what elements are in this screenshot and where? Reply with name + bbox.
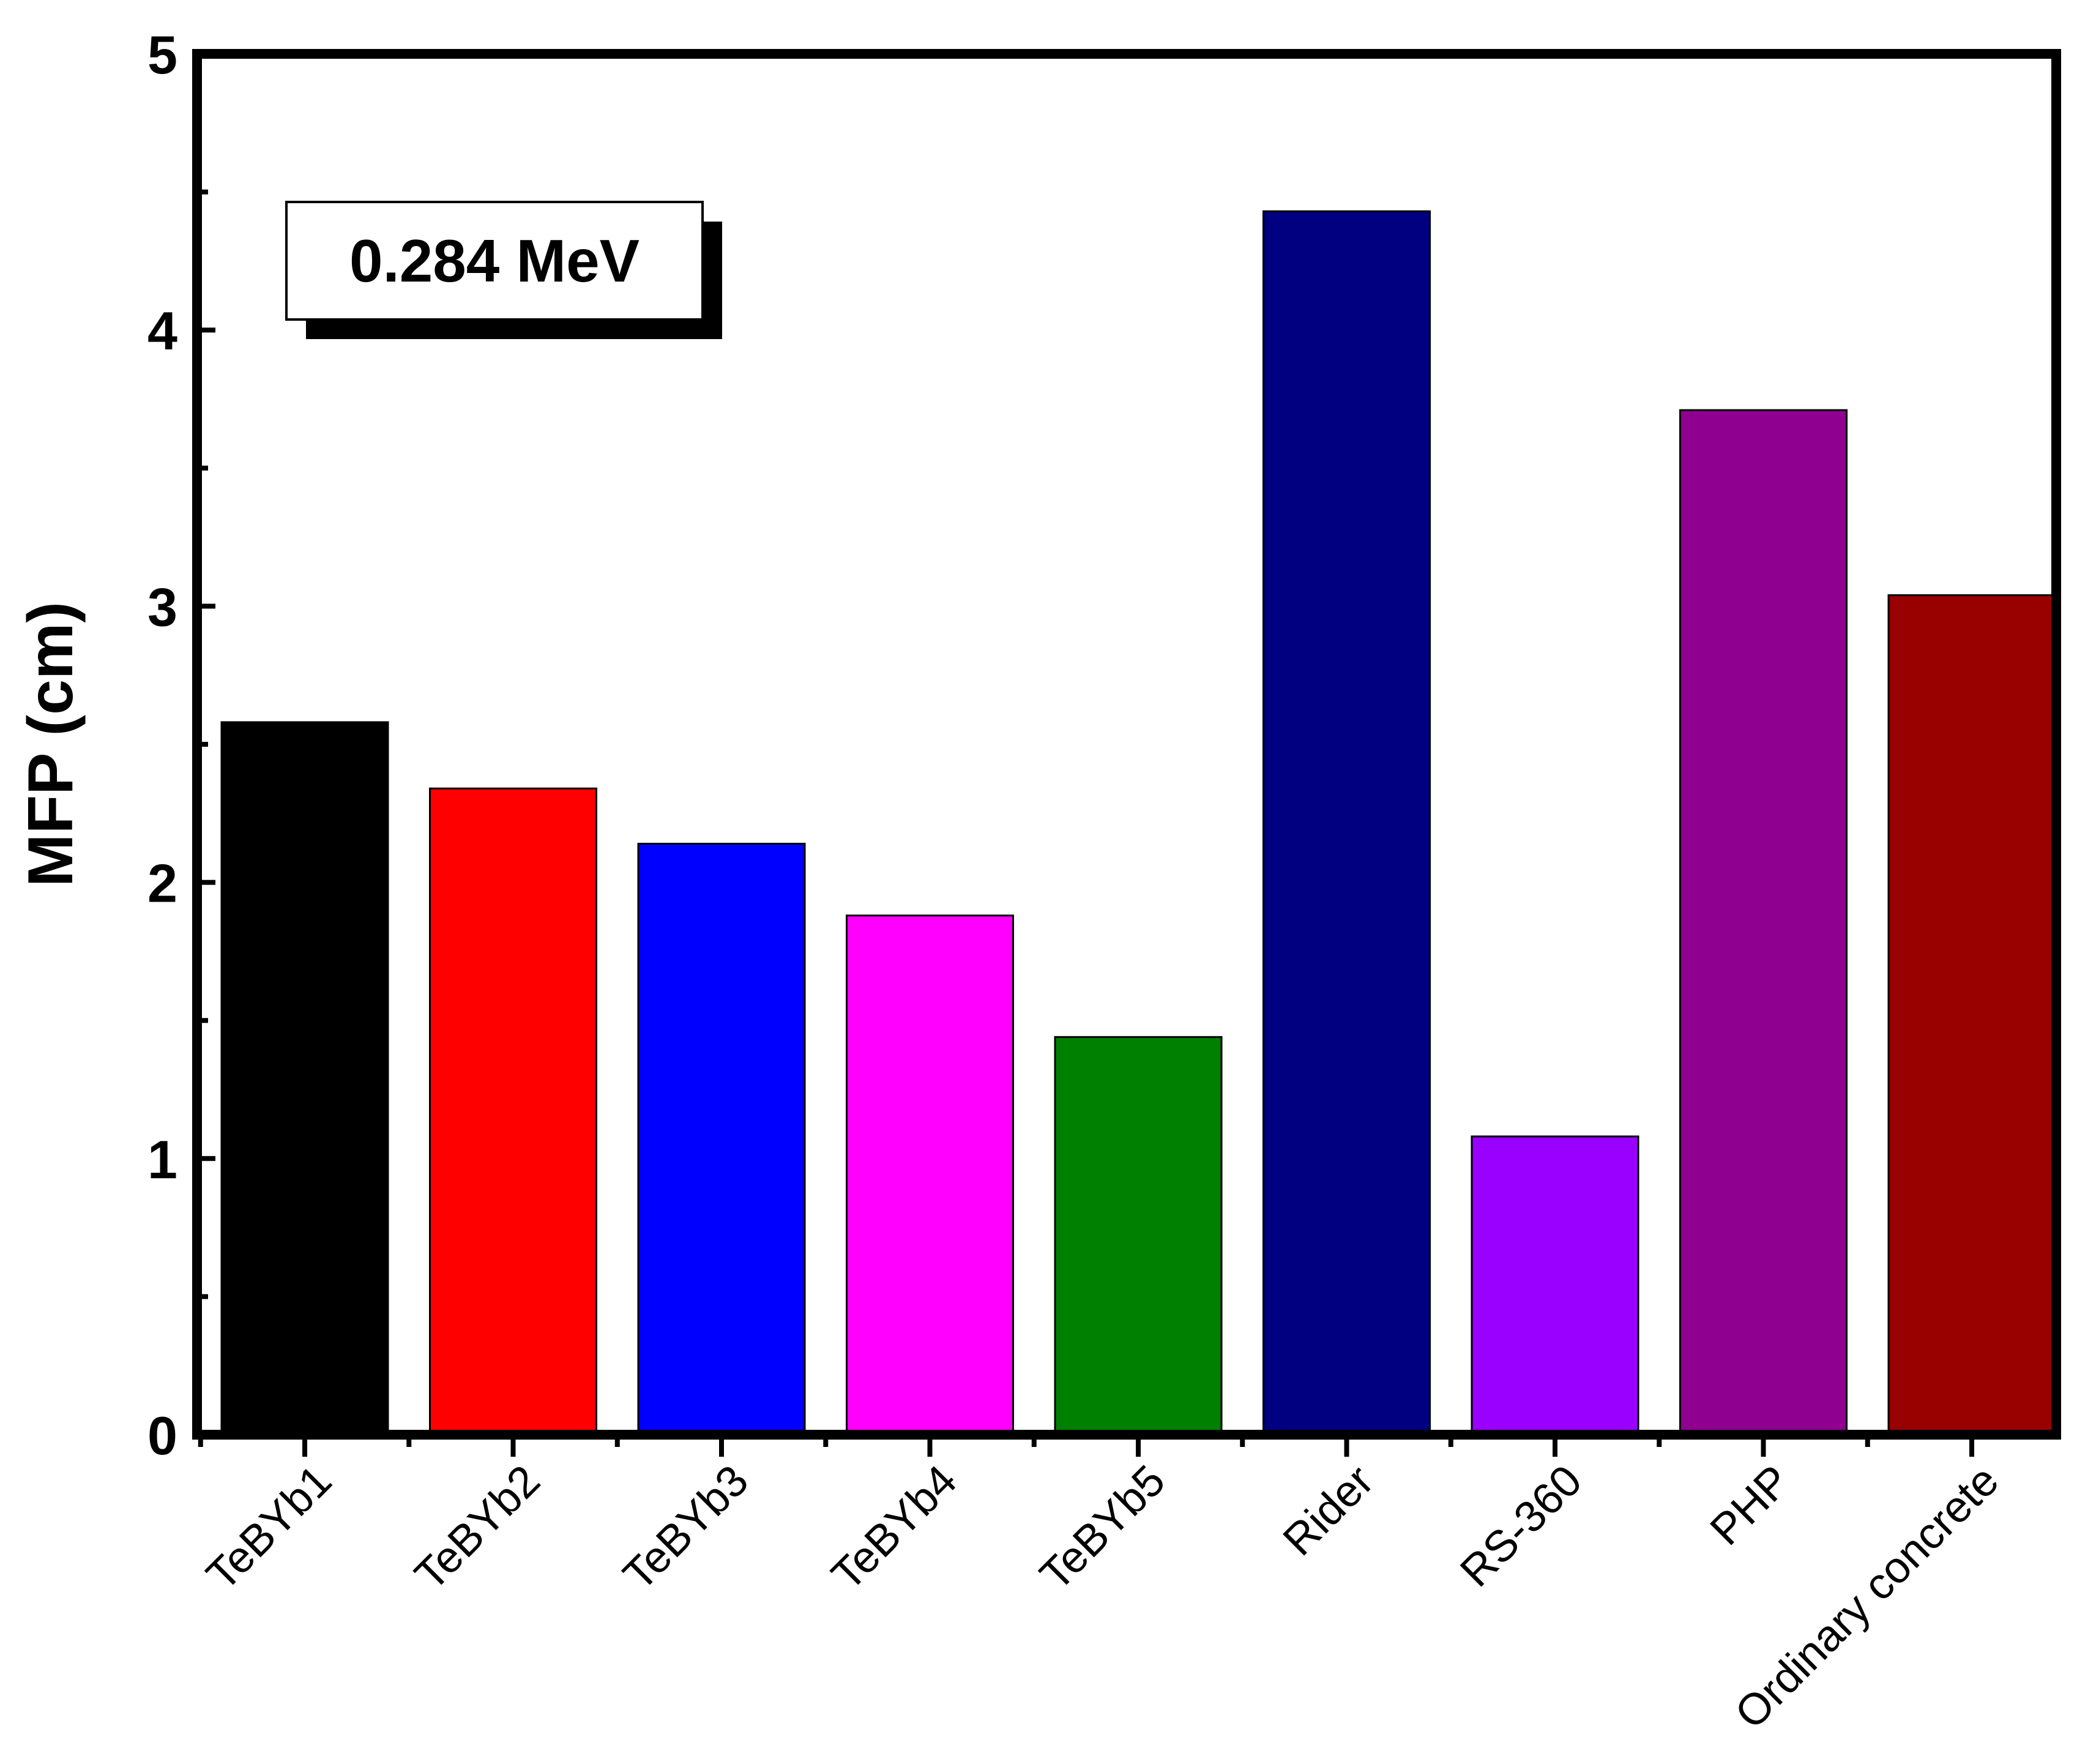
y-tick-label: 5 — [147, 24, 177, 85]
bar-rider — [1262, 210, 1431, 1436]
y-axis-title: MFP (cm) — [15, 602, 86, 887]
x-tick-label: TeBYb5 — [1031, 1456, 1174, 1600]
y-tick-label: 4 — [147, 301, 177, 361]
bar-tebyb3 — [637, 842, 806, 1436]
bar-tebyb2 — [429, 787, 597, 1436]
y-tick-label: 0 — [147, 1405, 177, 1466]
annotation-box — [285, 201, 704, 321]
bar-tebyb4 — [846, 914, 1014, 1436]
bar-php — [1679, 409, 1848, 1436]
x-tick-label: TeBYb1 — [197, 1456, 341, 1600]
y-tick-label: 1 — [147, 1129, 177, 1190]
x-tick-label: TeBYb2 — [406, 1456, 550, 1600]
y-tick-label: 3 — [147, 577, 177, 637]
ticks-layer — [197, 51, 1974, 1457]
x-tick-label: Rider — [1274, 1456, 1383, 1565]
annotation-label: 0.284 MeV — [349, 227, 640, 294]
bar-rs-360 — [1471, 1135, 1639, 1436]
energy-annotation: 0.284 MeV — [285, 201, 722, 339]
y-tick-label: 2 — [147, 853, 177, 914]
bar-ordinary-concrete — [1887, 594, 2056, 1436]
x-tick-label: TeBYb3 — [614, 1456, 758, 1600]
x-tick-label: RS-360 — [1451, 1456, 1591, 1596]
x-tick-label: PHP — [1701, 1456, 1800, 1555]
bars-layer — [220, 210, 2056, 1436]
bar-tebyb1 — [220, 721, 389, 1436]
x-tick-label: TeBYb4 — [822, 1456, 966, 1600]
bar-tebyb5 — [1054, 1036, 1223, 1436]
